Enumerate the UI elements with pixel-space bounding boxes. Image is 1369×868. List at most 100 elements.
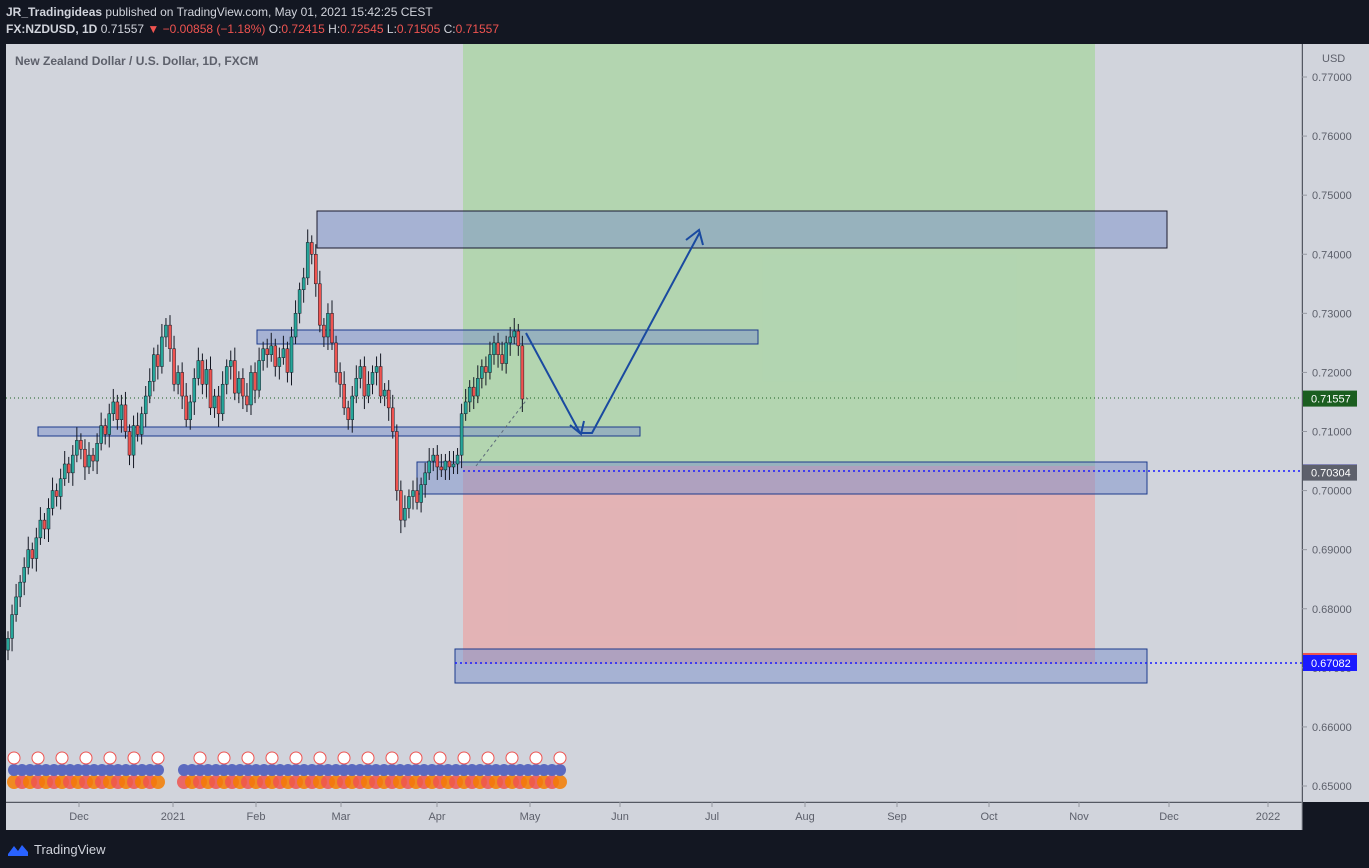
candle[interactable] <box>443 453 448 480</box>
candle[interactable] <box>143 386 148 427</box>
candle[interactable] <box>249 365 253 415</box>
candle[interactable] <box>164 318 168 348</box>
candle[interactable] <box>83 439 87 480</box>
candle[interactable] <box>148 368 152 404</box>
candle[interactable] <box>261 341 265 371</box>
candle[interactable] <box>180 362 184 410</box>
candle[interactable] <box>34 527 39 572</box>
candle[interactable] <box>10 604 14 652</box>
candle[interactable] <box>188 394 192 430</box>
demand-zone[interactable] <box>416 461 1148 495</box>
candle[interactable] <box>6 631 10 661</box>
candle[interactable] <box>492 335 496 365</box>
candle[interactable] <box>354 365 359 404</box>
candle[interactable] <box>476 365 480 404</box>
candle[interactable] <box>439 453 444 477</box>
candle[interactable] <box>119 394 124 433</box>
candle[interactable] <box>399 480 403 534</box>
candle[interactable] <box>370 365 375 395</box>
candle[interactable] <box>168 315 172 362</box>
author-name[interactable]: JR_Tradingideas <box>6 5 103 19</box>
candle[interactable] <box>423 462 427 498</box>
candle[interactable] <box>58 468 63 510</box>
candle[interactable] <box>200 353 205 395</box>
candle[interactable] <box>451 450 456 475</box>
candle[interactable] <box>455 448 460 475</box>
candle[interactable] <box>435 445 440 480</box>
candle[interactable] <box>87 442 91 475</box>
candle[interactable] <box>123 391 128 439</box>
candle[interactable] <box>38 507 43 545</box>
candle[interactable] <box>350 386 354 433</box>
candle[interactable] <box>508 326 512 356</box>
candle[interactable] <box>50 477 55 516</box>
candle[interactable] <box>281 335 286 365</box>
candle[interactable] <box>107 403 111 448</box>
candle[interactable] <box>520 335 525 413</box>
profit-zone[interactable] <box>463 44 1095 466</box>
candle[interactable] <box>346 400 350 430</box>
candle[interactable] <box>374 356 379 386</box>
candle[interactable] <box>54 483 59 507</box>
candle[interactable] <box>233 347 237 401</box>
candle[interactable] <box>395 424 399 501</box>
candle[interactable] <box>18 575 22 607</box>
candle[interactable] <box>338 362 342 398</box>
supply-zone-top[interactable] <box>316 210 1168 249</box>
price-tag[interactable]: 0.71557 <box>1303 390 1357 407</box>
candle[interactable] <box>237 371 241 404</box>
time-axis[interactable] <box>6 803 1302 830</box>
candle[interactable] <box>152 347 156 392</box>
candle[interactable] <box>26 536 30 575</box>
candle[interactable] <box>208 356 213 415</box>
candle[interactable] <box>301 267 306 303</box>
candle[interactable] <box>512 318 516 345</box>
candle[interactable] <box>330 300 334 350</box>
candle[interactable] <box>253 362 257 404</box>
tradingview-logo[interactable]: TradingView <box>8 842 106 857</box>
stop-zone[interactable] <box>454 648 1148 684</box>
candle[interactable] <box>289 326 294 386</box>
candle[interactable] <box>241 368 245 410</box>
projection-arrow[interactable] <box>525 228 704 436</box>
candle[interactable] <box>496 332 500 368</box>
candle[interactable] <box>480 359 484 389</box>
events-strip[interactable] <box>7 751 567 789</box>
candle[interactable] <box>326 303 330 350</box>
candle[interactable] <box>277 347 282 380</box>
candle[interactable] <box>504 335 508 374</box>
candle[interactable] <box>99 412 103 451</box>
candle[interactable] <box>265 338 269 368</box>
candle[interactable] <box>115 394 120 430</box>
candle[interactable] <box>91 448 95 472</box>
candle[interactable] <box>111 388 116 421</box>
candle[interactable] <box>427 448 431 480</box>
loss-zone[interactable] <box>463 466 1095 664</box>
candle[interactable] <box>135 412 140 442</box>
candle[interactable] <box>67 456 71 483</box>
candle[interactable] <box>184 383 188 427</box>
candle[interactable] <box>127 424 132 466</box>
candle[interactable] <box>459 403 464 469</box>
candle[interactable] <box>447 450 452 480</box>
candle[interactable] <box>415 477 419 510</box>
candle[interactable] <box>192 368 197 415</box>
candle[interactable] <box>472 377 476 410</box>
candle[interactable] <box>220 371 225 421</box>
candle[interactable] <box>431 448 435 472</box>
candle[interactable] <box>216 386 221 427</box>
price-tag[interactable]: 0.67082 <box>1303 654 1357 671</box>
candle[interactable] <box>297 282 302 324</box>
candle[interactable] <box>322 318 326 348</box>
candle[interactable] <box>30 542 35 569</box>
candle[interactable] <box>314 244 318 297</box>
candle[interactable] <box>366 371 371 404</box>
candle[interactable] <box>224 359 229 395</box>
candle[interactable] <box>500 341 504 371</box>
candle[interactable] <box>172 335 176 392</box>
candle[interactable] <box>79 433 83 460</box>
trend-dashed-line[interactable] <box>475 397 529 467</box>
candle[interactable] <box>75 427 79 463</box>
candle[interactable] <box>411 480 415 510</box>
support-zone[interactable] <box>37 426 641 437</box>
